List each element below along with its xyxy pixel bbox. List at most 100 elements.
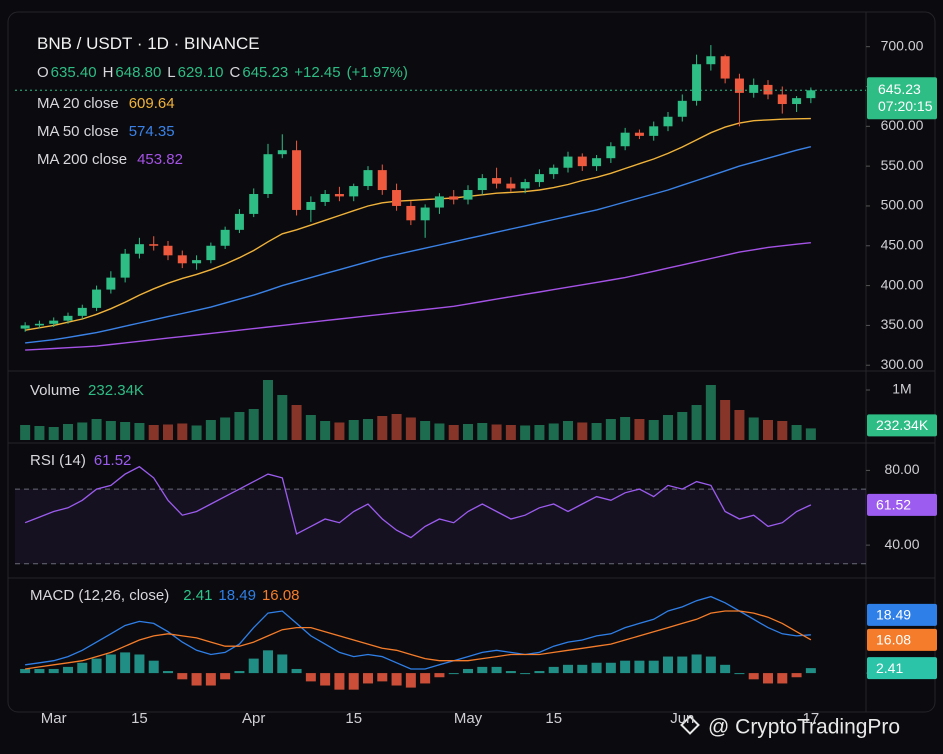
symbol-title: BNB / USDT · 1D · BINANCE xyxy=(37,34,260,53)
volume-bar xyxy=(577,422,588,440)
candle-body xyxy=(234,213,244,230)
ohlc-key: H xyxy=(102,64,114,81)
macd-histogram-bar xyxy=(320,673,331,686)
ma-value: 574.35 xyxy=(128,123,175,140)
candle-body xyxy=(206,245,216,261)
x-tick-label: 17 xyxy=(803,710,820,727)
macd-histogram-bar xyxy=(91,658,102,674)
candle-body xyxy=(492,178,502,184)
ma-legend: MA 200 close 453.82 xyxy=(37,151,189,168)
candle-body xyxy=(763,84,773,95)
macd-value: 18.49 xyxy=(218,587,256,604)
countdown-text: 07:20:15 xyxy=(878,98,933,114)
candle-body xyxy=(249,194,259,214)
macd-histogram-bar xyxy=(463,668,473,674)
volume-bar xyxy=(48,427,59,440)
signal-last-box-text: 16.08 xyxy=(876,632,911,648)
macd-histogram-bar xyxy=(705,656,716,674)
volume-bar xyxy=(491,424,502,440)
candle-body xyxy=(577,156,587,167)
volume-bar xyxy=(134,423,145,440)
candle-body xyxy=(506,183,516,189)
candle-body xyxy=(663,116,673,127)
ohlc-value: 645.23 xyxy=(242,64,289,81)
candle-body xyxy=(192,260,202,264)
candle-body xyxy=(334,194,344,197)
histogram-value: 2.41 xyxy=(183,587,213,604)
candle-body xyxy=(34,323,44,326)
ma-value: 453.82 xyxy=(137,151,183,168)
ma-legend: MA 50 close 574.35 xyxy=(37,123,181,140)
ma-value: 609.64 xyxy=(128,95,175,112)
candle-body xyxy=(477,178,487,191)
candle-body xyxy=(363,170,373,187)
ma-name: MA 50 close xyxy=(37,123,119,140)
macd-histogram-bar xyxy=(420,673,431,684)
y-tick-label: 450.00 xyxy=(881,236,924,252)
volume-bar xyxy=(291,405,302,440)
y-tick-label: 600.00 xyxy=(881,117,924,133)
volume-bar xyxy=(805,428,816,440)
candle-body xyxy=(734,78,744,93)
ohlc-value: 648.80 xyxy=(115,64,162,81)
candle-body xyxy=(534,174,544,183)
y-tick-label: 80.00 xyxy=(884,461,919,477)
ohlc-legend: O 635.40 H 648.80 L 629.10 C 645.23 +12.45 (+1.97… xyxy=(37,64,414,81)
ma-line xyxy=(25,146,812,344)
volume-bar xyxy=(377,416,388,440)
rsi-last-box-text: 61.52 xyxy=(876,497,911,513)
candle-body xyxy=(549,167,559,175)
ma-line xyxy=(24,117,811,331)
y-tick-label: 300.00 xyxy=(881,356,924,372)
volume-bar xyxy=(791,425,802,440)
volume-bar xyxy=(177,423,188,440)
volume-bar xyxy=(220,417,231,440)
x-tick-label: Apr xyxy=(242,710,265,727)
volume-bar xyxy=(320,421,331,440)
x-tick-label: May xyxy=(454,710,483,727)
volume-last-box: 232.34K xyxy=(867,414,937,437)
macd-histogram-bar xyxy=(63,666,73,674)
candle-body xyxy=(306,201,316,210)
volume-bar xyxy=(105,421,116,440)
candle-body xyxy=(777,94,787,105)
volume-bar xyxy=(691,405,702,440)
last-price-text: 645.23 xyxy=(878,81,921,97)
candle-body xyxy=(177,255,187,264)
macd-histogram-bar xyxy=(348,673,359,690)
macd-histogram-bar xyxy=(520,673,531,675)
macd-legend: MACD (12,26, close) 2.41 18.49 16.08 xyxy=(30,587,306,604)
rsi-last-box: 61.52 xyxy=(867,493,937,516)
volume-bar xyxy=(77,422,88,440)
volume-bar xyxy=(148,425,159,440)
macd-histogram-bar xyxy=(363,673,373,684)
histogram-last-box-text: 2.41 xyxy=(876,660,903,676)
ohlc-value: 629.10 xyxy=(177,64,224,81)
macd-histogram-bar xyxy=(234,671,245,674)
signal-last-box: 16.08 xyxy=(867,628,937,651)
candle-body xyxy=(20,325,30,329)
candle-body xyxy=(434,196,444,208)
candle-body xyxy=(692,64,702,101)
volume-bar xyxy=(391,414,402,440)
candle-body xyxy=(677,100,687,117)
ma-name: MA 200 close xyxy=(37,151,128,168)
macd-histogram-bar xyxy=(20,668,31,674)
rsi-title: RSI (14) xyxy=(30,452,86,469)
macd-histogram-bar xyxy=(305,673,316,682)
x-tick-label: 15 xyxy=(131,710,148,727)
macd-histogram-bar xyxy=(191,673,202,686)
candle-body xyxy=(349,186,359,197)
candle-body xyxy=(649,126,659,136)
candle-body xyxy=(49,320,59,324)
macd-histogram-bar xyxy=(205,673,216,686)
candle-body xyxy=(406,205,416,221)
candle-body xyxy=(120,253,130,278)
candle-body xyxy=(592,158,602,167)
ma-legend: MA 20 close 609.64 xyxy=(37,95,181,112)
candle-body xyxy=(563,156,573,168)
candle-body xyxy=(92,289,102,308)
